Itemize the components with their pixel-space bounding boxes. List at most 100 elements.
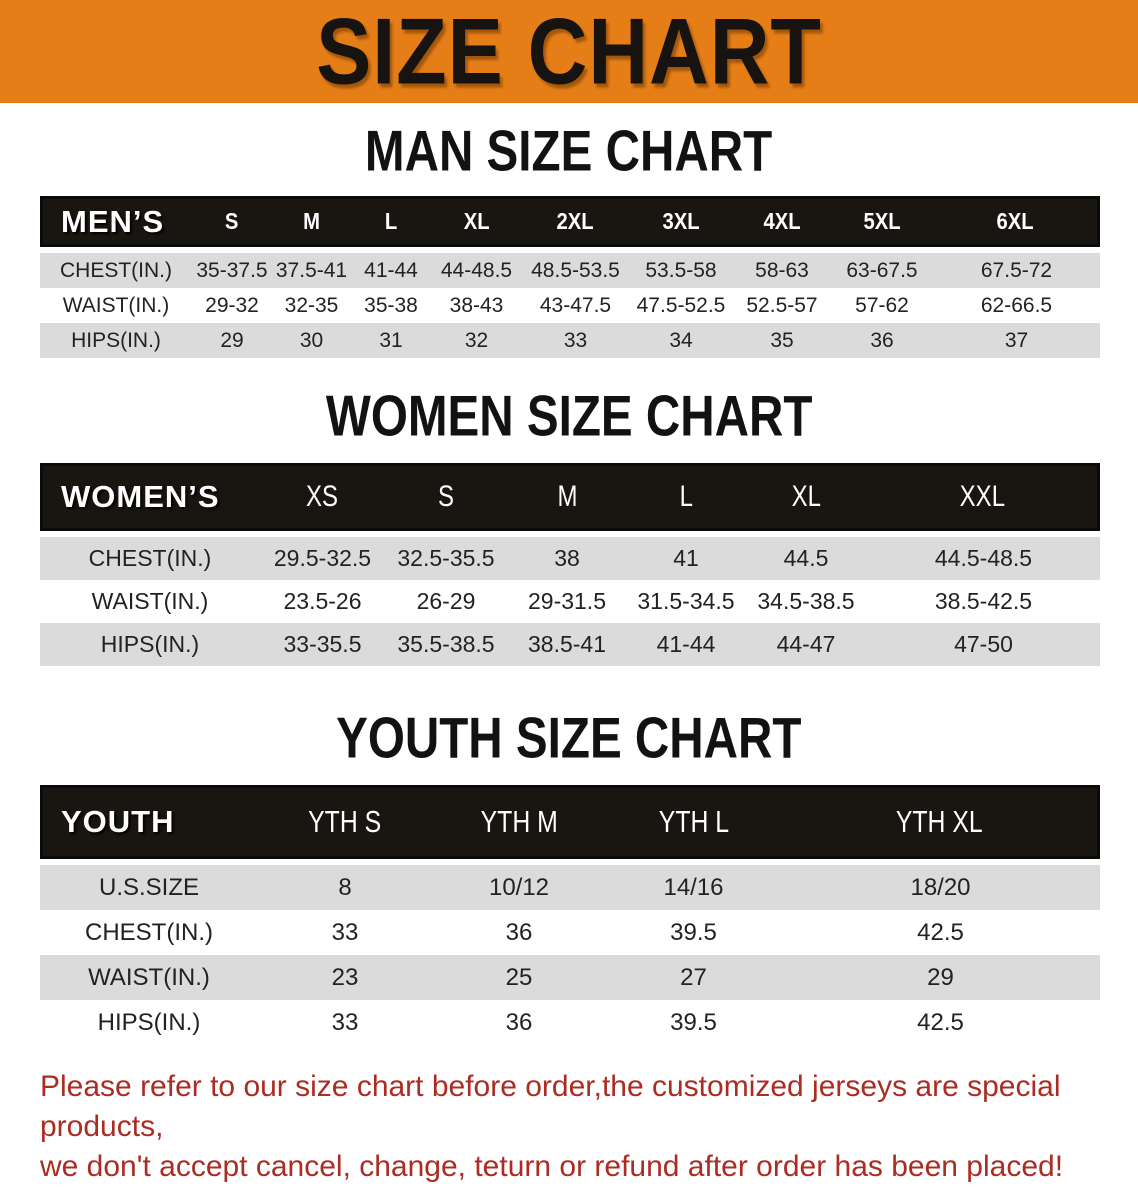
size-value-cell: 36 xyxy=(432,910,606,955)
size-value-cell: 29 xyxy=(781,955,1100,1000)
size-value-cell: 32-35 xyxy=(272,288,351,323)
size-table-group-label: MEN’S xyxy=(40,196,192,247)
size-value-cell: 37.5-41 xyxy=(272,247,351,288)
size-value-cell: 62-66.5 xyxy=(933,288,1100,323)
size-value-cell: 8 xyxy=(258,859,432,910)
size-table-group-label: YOUTH xyxy=(40,785,258,859)
size-column-header: 6XL xyxy=(933,196,1100,247)
measurement-label: U.S.SIZE xyxy=(40,859,258,910)
size-value-cell: 25 xyxy=(432,955,606,1000)
measurement-row: CHEST(IN.) 33 36 39.5 42.5 xyxy=(40,910,1100,955)
size-table-header-row: YOUTH YTH S YTH M YTH L YTH XL xyxy=(40,785,1100,859)
size-value-cell: 41-44 xyxy=(351,247,431,288)
measurement-row: WAIST(IN.) 23 25 27 29 xyxy=(40,955,1100,1000)
size-column-header: S xyxy=(385,463,507,531)
youth-section-heading: YOUTH SIZE CHART xyxy=(0,709,1138,767)
size-value-cell: 42.5 xyxy=(781,910,1100,955)
measurement-label: HIPS(IN.) xyxy=(40,1000,258,1045)
size-value-cell: 44.5 xyxy=(745,531,867,580)
measurement-label: CHEST(IN.) xyxy=(40,910,258,955)
size-value-cell: 31 xyxy=(351,323,431,358)
measurement-row: WAIST(IN.) 23.5-26 26-29 29-31.5 31.5-34.5 34… xyxy=(40,580,1100,623)
size-column-header-text: YTH L xyxy=(658,804,729,839)
size-column-header-text: XXL xyxy=(959,480,1005,513)
size-column-header-text: M xyxy=(303,208,320,234)
size-table-header-row: WOMEN’S XS S M L XL XXL xyxy=(40,463,1100,531)
size-column-header: YTH M xyxy=(432,785,606,859)
size-value-cell: 29-31.5 xyxy=(507,580,627,623)
size-value-cell: 35.5-38.5 xyxy=(385,623,507,666)
size-value-cell: 44.5-48.5 xyxy=(867,531,1100,580)
size-value-cell: 38 xyxy=(507,531,627,580)
size-column-header: L xyxy=(627,463,745,531)
size-column-header-text: 4XL xyxy=(763,208,801,234)
size-value-cell: 33 xyxy=(258,1000,432,1045)
size-value-cell: 33 xyxy=(522,323,629,358)
youth-size-table: YOUTH YTH S YTH M YTH L YTH XL U.S.SIZE 8 10/12… xyxy=(40,785,1100,1045)
size-column-header-text: S xyxy=(225,208,239,234)
size-column-header-text: 5XL xyxy=(863,208,901,234)
measurement-label: WAIST(IN.) xyxy=(40,288,192,323)
size-column-header: YTH S xyxy=(258,785,432,859)
size-value-cell: 38.5-42.5 xyxy=(867,580,1100,623)
size-value-cell: 57-62 xyxy=(831,288,933,323)
size-value-cell: 36 xyxy=(432,1000,606,1045)
size-column-header: 2XL xyxy=(522,196,629,247)
size-value-cell: 29 xyxy=(192,323,272,358)
size-column-header-text: M xyxy=(557,480,577,513)
size-value-cell: 38-43 xyxy=(431,288,522,323)
size-value-cell: 39.5 xyxy=(606,1000,781,1045)
size-column-header-text: XL xyxy=(463,208,490,234)
size-value-cell: 34.5-38.5 xyxy=(745,580,867,623)
size-chart-banner-title: SIZE CHART xyxy=(316,0,822,104)
size-column-header: 4XL xyxy=(733,196,831,247)
size-column-header-text: L xyxy=(679,480,693,513)
measurement-label: CHEST(IN.) xyxy=(40,531,260,580)
size-value-cell: 42.5 xyxy=(781,1000,1100,1045)
size-value-cell: 44-47 xyxy=(745,623,867,666)
size-value-cell: 27 xyxy=(606,955,781,1000)
size-value-cell: 41 xyxy=(627,531,745,580)
measurement-label: CHEST(IN.) xyxy=(40,247,192,288)
size-value-cell: 48.5-53.5 xyxy=(522,247,629,288)
size-value-cell: 30 xyxy=(272,323,351,358)
measurement-row: WAIST(IN.) 29-32 32-35 35-38 38-43 43-47.5 47.… xyxy=(40,288,1100,323)
size-column-header-text: 2XL xyxy=(556,208,595,234)
size-value-cell: 43-47.5 xyxy=(522,288,629,323)
measurement-row: HIPS(IN.) 33 36 39.5 42.5 xyxy=(40,1000,1100,1045)
men-size-table: MEN’S S M L XL 2XL 3XL 4XL 5XL 6XL CHEST(IN.) 35-37… xyxy=(40,196,1100,358)
size-column-header: XXL xyxy=(867,463,1100,531)
size-column-header-text: YTH S xyxy=(308,804,382,839)
size-column-header: XS xyxy=(260,463,385,531)
size-value-cell: 41-44 xyxy=(627,623,745,666)
size-value-cell: 47.5-52.5 xyxy=(629,288,733,323)
size-value-cell: 29-32 xyxy=(192,288,272,323)
size-column-header-text: L xyxy=(384,208,398,234)
size-value-cell: 37 xyxy=(933,323,1100,358)
size-column-header: 5XL xyxy=(831,196,933,247)
size-table-group-label: WOMEN’S xyxy=(40,463,260,531)
size-column-header-text: XL xyxy=(791,480,821,513)
measurement-row: CHEST(IN.) 35-37.5 37.5-41 41-44 44-48.5 48.5… xyxy=(40,247,1100,288)
size-column-header: S xyxy=(192,196,272,247)
size-column-header: XL xyxy=(431,196,522,247)
men-section-heading-text: MAN SIZE CHART xyxy=(365,118,773,183)
size-column-header: XL xyxy=(745,463,867,531)
size-column-header: 3XL xyxy=(629,196,733,247)
size-value-cell: 14/16 xyxy=(606,859,781,910)
size-column-header-text: XS xyxy=(306,480,339,513)
measurement-label: WAIST(IN.) xyxy=(40,955,258,1000)
size-value-cell: 53.5-58 xyxy=(629,247,733,288)
size-value-cell: 38.5-41 xyxy=(507,623,627,666)
order-policy-line-2: we don't accept cancel, change, teturn o… xyxy=(40,1150,1064,1183)
size-value-cell: 39.5 xyxy=(606,910,781,955)
size-value-cell: 10/12 xyxy=(432,859,606,910)
size-value-cell: 35 xyxy=(733,323,831,358)
size-column-header-text: S xyxy=(437,480,454,513)
size-chart-banner: SIZE CHART xyxy=(0,0,1138,103)
size-value-cell: 23 xyxy=(258,955,432,1000)
size-value-cell: 58-63 xyxy=(733,247,831,288)
size-value-cell: 52.5-57 xyxy=(733,288,831,323)
size-value-cell: 31.5-34.5 xyxy=(627,580,745,623)
size-column-header: M xyxy=(507,463,627,531)
